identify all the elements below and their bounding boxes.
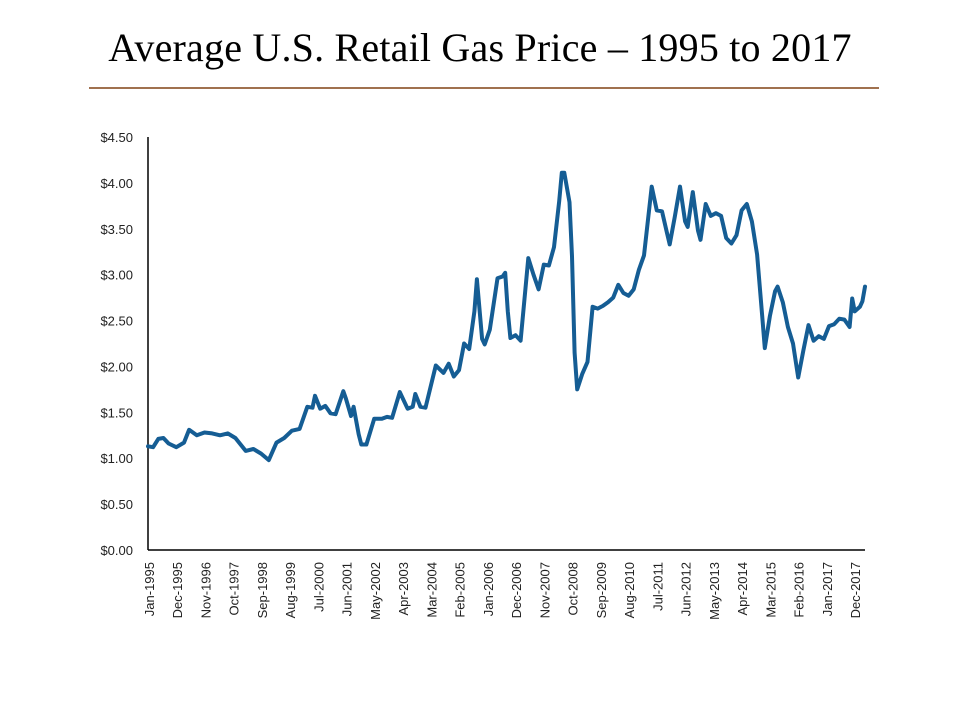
x-tick-label: Nov-1996 [198,562,213,618]
x-tick-label: Jul-2011 [650,562,665,611]
x-tick-label: Aug-1999 [283,562,298,618]
x-tick-label: Feb-2005 [453,562,468,618]
x-tick-label: Oct-2008 [566,562,581,615]
x-tick-label: Dec-2006 [509,562,524,618]
x-tick-label: Jun-2012 [679,562,694,616]
x-tick-label: Jul-2000 [311,562,326,612]
x-axis-ticks: Jan-1995 Dec-1995 Nov-1996 Oct-1997 Sep-1998… [142,562,863,620]
x-tick-label: Dec-2017 [848,562,863,618]
x-tick-label: May-2013 [707,562,722,620]
gas-price-series-line [146,170,867,463]
y-tick-label: $2.50 [100,314,133,329]
x-tick-label: Nov-2007 [537,562,552,618]
x-tick-label: Apr-2014 [735,562,750,615]
y-tick-label: $1.00 [100,451,133,466]
y-axis-ticks: $0.00 $0.50 $1.00 $1.50 $2.00 $2.50 $3.00 $3.50… [100,130,133,558]
x-tick-label: Aug-2010 [622,562,637,618]
x-tick-label: May-2002 [368,562,383,620]
y-tick-label: $1.50 [100,405,133,420]
x-tick-label: Oct-1997 [227,562,242,615]
y-tick-label: $4.00 [100,176,133,191]
x-tick-label: Apr-2003 [396,562,411,615]
x-tick-label: Sep-2009 [594,562,609,618]
y-tick-label: $3.50 [100,222,133,237]
y-tick-label: $0.50 [100,497,133,512]
y-tick-label: $2.00 [100,359,133,374]
x-tick-label: Dec-1995 [170,562,185,618]
x-tick-label: Jun-2001 [340,562,355,616]
y-tick-label: $0.00 [100,543,133,558]
page-title: Average U.S. Retail Gas Price – 1995 to … [108,25,852,70]
title-divider [89,87,879,89]
y-tick-label: $4.50 [100,130,133,145]
x-tick-label: Feb-2016 [792,562,807,618]
x-tick-label: Jan-2017 [820,562,835,616]
x-tick-label: Mar-2015 [763,562,778,618]
x-tick-label: Sep-1998 [255,562,270,618]
x-tick-label: Jan-2006 [481,562,496,616]
y-tick-label: $3.00 [100,268,133,283]
x-tick-label: Mar-2004 [424,562,439,618]
x-tick-label: Jan-1995 [142,562,157,616]
